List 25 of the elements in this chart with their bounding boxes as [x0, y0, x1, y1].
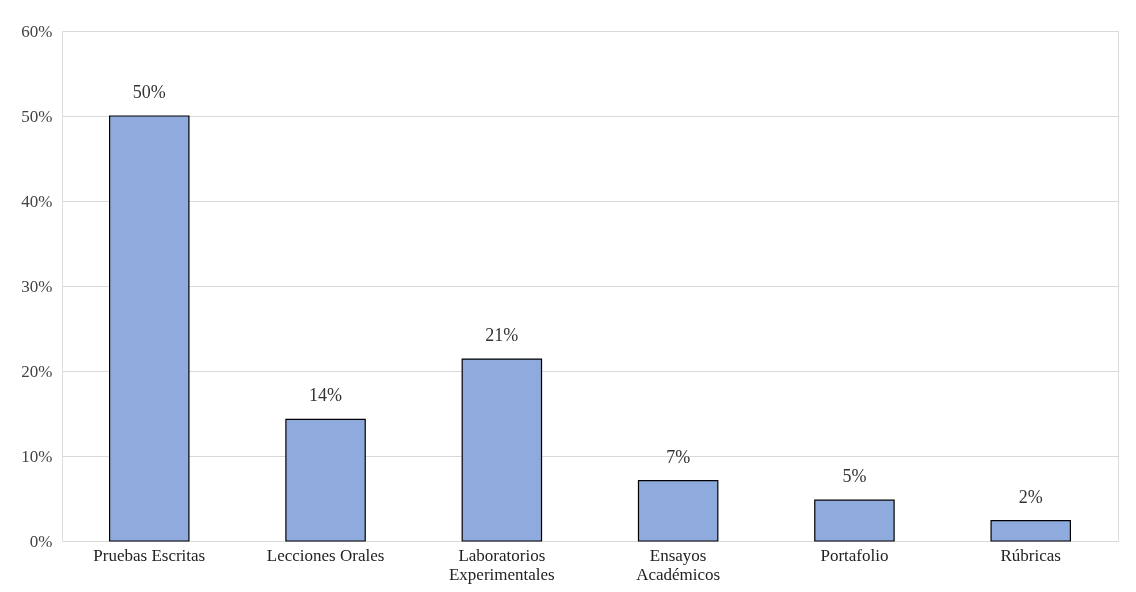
bar	[461, 358, 543, 542]
x-tick-label: Rúbricas	[1000, 545, 1061, 565]
bar	[990, 520, 1071, 542]
bar	[109, 115, 190, 542]
x-tick-label: Ensayos Académicos	[636, 545, 721, 584]
bar	[637, 480, 719, 542]
y-tick-label: 0%	[29, 531, 53, 551]
data-label: 14%	[309, 385, 343, 406]
data-label: 2%	[1018, 486, 1043, 507]
y-tick-label: 30%	[21, 276, 53, 296]
x-tick-label: Pruebas Escritas	[93, 545, 206, 565]
x-tick-label: Laboratorios Experimentales	[448, 545, 555, 584]
y-tick-label: 60%	[21, 21, 53, 41]
x-tick-label: Lecciones Orales	[266, 545, 385, 565]
bar	[814, 499, 895, 542]
data-label: 5%	[842, 466, 867, 487]
y-tick-label: 20%	[21, 361, 53, 381]
bar	[285, 418, 366, 542]
y-tick-label: 50%	[21, 106, 53, 126]
data-label: 7%	[666, 446, 691, 467]
y-tick-label: 10%	[21, 446, 53, 466]
data-label: 21%	[485, 325, 519, 346]
y-tick-label: 40%	[21, 191, 53, 211]
data-label: 50%	[132, 82, 166, 102]
x-tick-label: Portafolio	[820, 545, 889, 565]
